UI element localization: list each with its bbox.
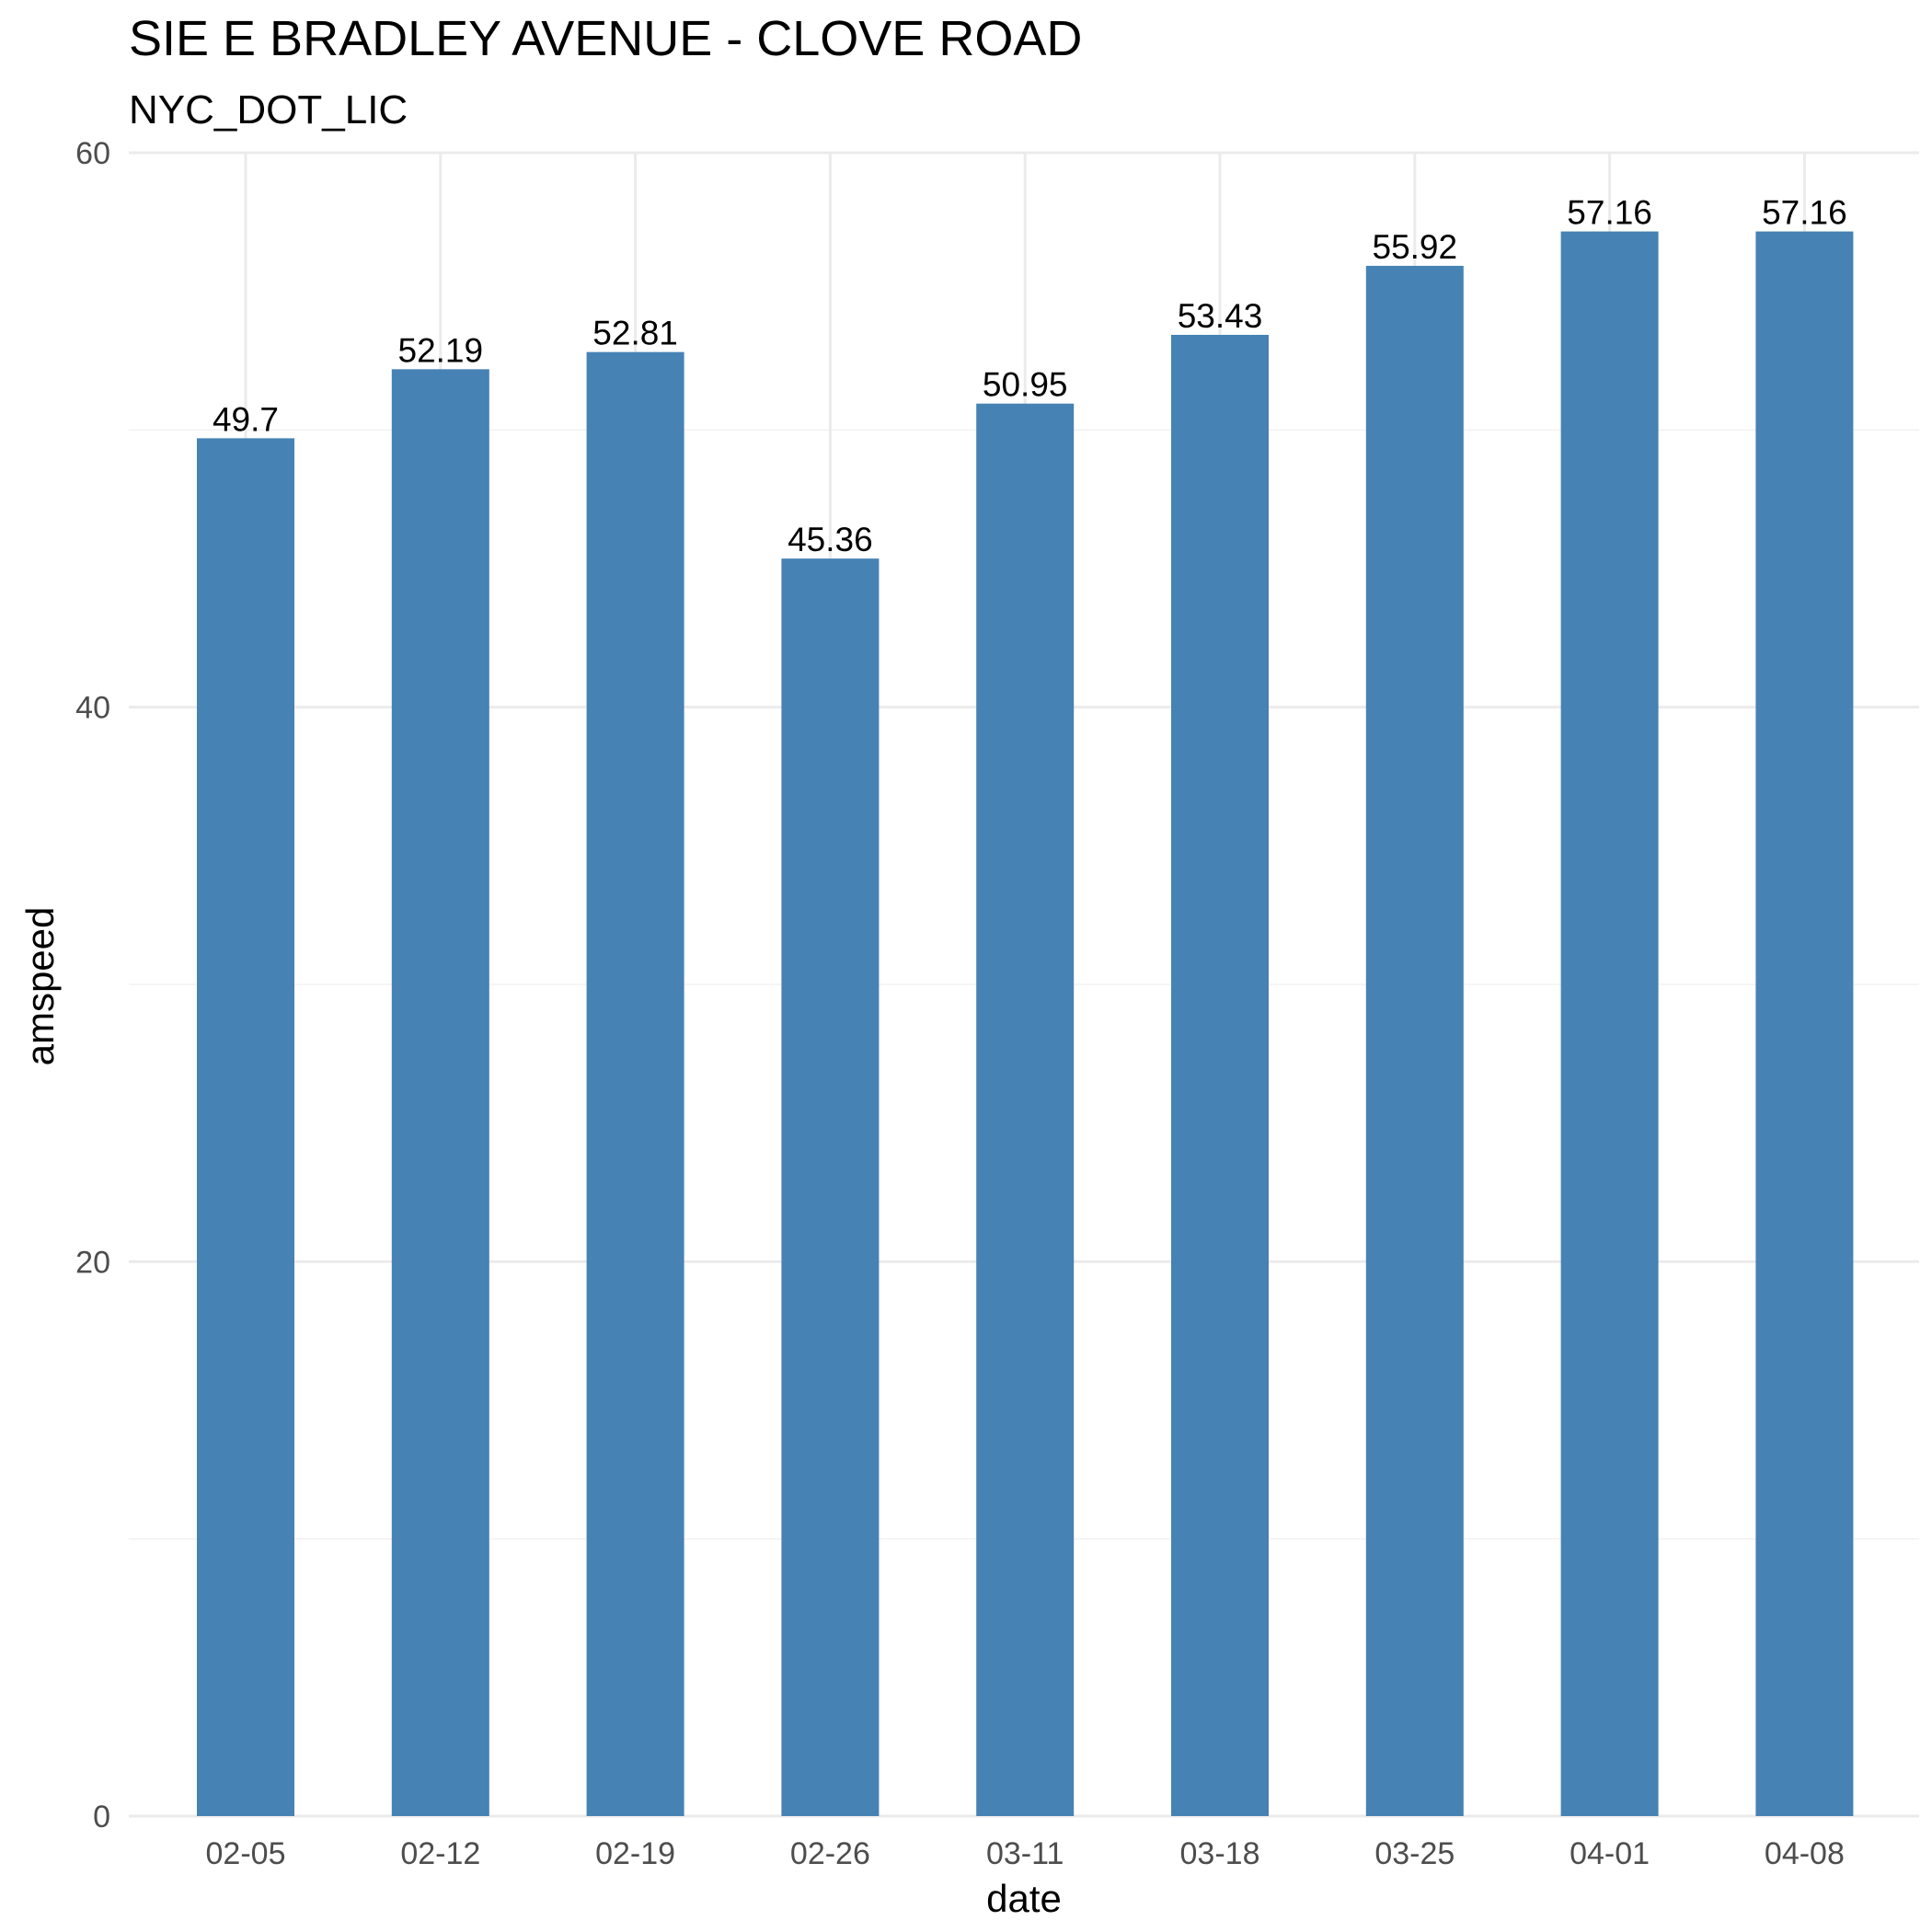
bar-value-label: 53.43 [1178, 297, 1263, 335]
x-tick-label: 03-25 [1374, 1836, 1455, 1871]
bar-value-label: 57.16 [1567, 194, 1652, 232]
bar [781, 558, 880, 1816]
chart-subtitle: NYC_DOT_LIC [129, 87, 408, 132]
x-tick-label: 02-19 [595, 1836, 675, 1871]
bar [197, 438, 294, 1817]
bar-value-label: 45.36 [788, 521, 873, 558]
x-axis-ticks: 02-05 02-12 02-19 02-26 03-11 03-18 03-25 04-01… [206, 1836, 1845, 1871]
y-axis-title: amspeed [18, 907, 62, 1066]
bar [391, 369, 489, 1817]
y-axis-ticks: 0 20 40 60 [75, 136, 110, 1834]
x-tick-label: 02-12 [400, 1836, 480, 1871]
bar [1171, 334, 1269, 1816]
y-tick-label: 60 [75, 136, 110, 171]
x-axis-title: date [986, 1877, 1062, 1920]
bar [586, 351, 684, 1816]
x-tick-label: 02-05 [206, 1836, 286, 1871]
y-tick-label: 0 [93, 1800, 110, 1834]
bar-value-label: 57.16 [1762, 194, 1847, 232]
x-tick-label: 02-26 [790, 1836, 870, 1871]
x-tick-label: 04-01 [1570, 1836, 1650, 1871]
x-tick-label: 03-18 [1180, 1836, 1260, 1871]
bar-value-label: 50.95 [983, 366, 1068, 404]
bar-value-label: 52.19 [398, 331, 484, 369]
bar-value-label: 52.81 [592, 315, 678, 352]
bar-value-label: 55.92 [1373, 228, 1458, 266]
y-tick-label: 40 [75, 691, 110, 726]
bar-value-label: 49.7 [213, 400, 279, 438]
bar [1755, 231, 1854, 1817]
bar [1560, 231, 1659, 1817]
x-tick-label: 03-11 [986, 1836, 1064, 1871]
bar [976, 403, 1075, 1816]
chart-title: SIE E BRADLEY AVENUE - CLOVE ROAD [129, 11, 1082, 66]
y-tick-label: 20 [75, 1245, 110, 1280]
bars [197, 231, 1854, 1817]
value-labels: 49.7 52.19 52.81 45.36 50.95 53.43 55.92 57.16 5… [213, 194, 1847, 559]
x-tick-label: 04-08 [1765, 1836, 1845, 1871]
bar [1365, 265, 1464, 1817]
